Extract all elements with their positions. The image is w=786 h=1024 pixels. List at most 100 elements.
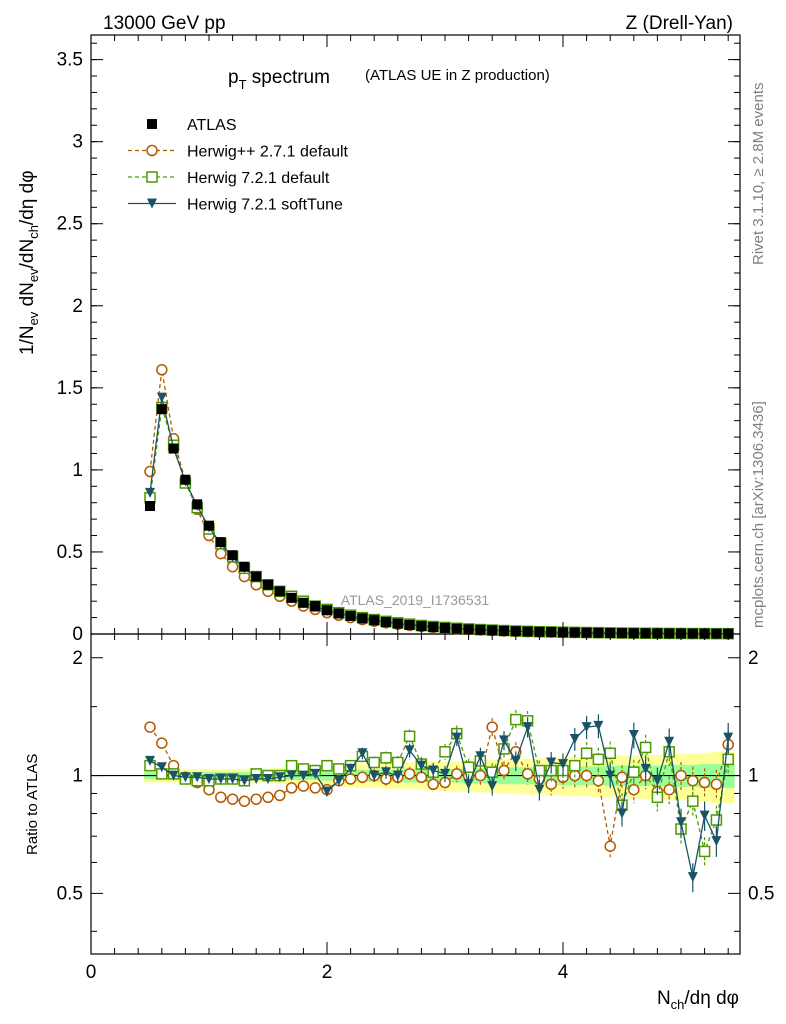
ratio-point bbox=[250, 793, 262, 805]
data-point bbox=[156, 404, 167, 415]
data-point bbox=[640, 628, 651, 639]
ratio-point bbox=[499, 735, 509, 746]
ratio-point bbox=[180, 772, 191, 783]
ratio-point bbox=[687, 795, 699, 807]
ratio-point bbox=[369, 770, 380, 781]
ratio-point bbox=[640, 763, 651, 774]
ratio-point bbox=[215, 773, 226, 784]
data-point bbox=[286, 592, 297, 603]
ratio-point bbox=[392, 770, 403, 781]
ratio-point bbox=[580, 769, 593, 782]
ylabel-part-3: ev bbox=[26, 268, 41, 282]
ratio-point bbox=[474, 769, 487, 782]
legend-label: Herwig 7.2.1 softTune bbox=[187, 197, 343, 214]
ratio-point bbox=[533, 764, 546, 777]
data-point bbox=[239, 561, 250, 572]
ratio-point bbox=[462, 761, 475, 774]
legend-label: ATLAS bbox=[187, 117, 237, 134]
ratio-point bbox=[558, 759, 568, 770]
legend: ATLAS Herwig++ 2.7.1 default Herwig 7.2.1 … bbox=[128, 117, 349, 214]
ratio-point bbox=[156, 737, 168, 749]
data-point bbox=[381, 617, 391, 628]
ratio-point bbox=[381, 767, 391, 778]
ratio-point bbox=[521, 768, 534, 780]
ratio-point bbox=[428, 765, 439, 776]
ratio-point bbox=[403, 768, 416, 780]
data-point bbox=[215, 547, 227, 560]
ratio-point bbox=[580, 747, 593, 760]
ratio-panel-frame bbox=[90, 633, 741, 955]
xlabel-part-0: N bbox=[657, 988, 671, 1009]
x-axis-label: Nch/dη dφ bbox=[657, 988, 739, 1012]
data-point bbox=[180, 474, 191, 485]
data-point bbox=[546, 627, 557, 638]
data-point bbox=[168, 443, 179, 454]
ratio-point bbox=[663, 783, 675, 796]
legend-marker bbox=[147, 119, 157, 129]
data-point bbox=[156, 364, 168, 376]
legend-marker bbox=[146, 171, 158, 183]
ratio-point bbox=[617, 808, 627, 819]
data-point bbox=[664, 628, 675, 639]
ratio-point bbox=[498, 764, 510, 777]
data-point bbox=[263, 579, 273, 590]
data-point bbox=[310, 601, 321, 612]
xlabel-part-1: ch bbox=[671, 997, 685, 1012]
ratio-point bbox=[510, 755, 521, 766]
ratio-point bbox=[522, 722, 533, 733]
ratio-point bbox=[451, 732, 462, 743]
ratio-point bbox=[356, 771, 369, 784]
ratio-point bbox=[274, 772, 285, 783]
xlabel-part-2: /dη dφ bbox=[684, 988, 739, 1009]
data-point bbox=[428, 622, 439, 633]
data-point bbox=[440, 622, 450, 633]
data-point bbox=[227, 550, 238, 561]
plot-title: pT spectrum bbox=[228, 67, 330, 92]
ratio-series-group bbox=[144, 710, 734, 893]
mcplots-reference-label: mcplots.cern.ch [arXiv:1306.3436] bbox=[750, 401, 767, 628]
analysis-id-label: ATLAS_2019_I1736531 bbox=[341, 592, 490, 608]
data-point bbox=[687, 628, 698, 639]
y-tick-label: 3.5 bbox=[57, 50, 83, 71]
y-tick-label: 0 bbox=[72, 624, 83, 645]
collision-energy-label: 13000 GeV pp bbox=[103, 13, 226, 34]
ratio-point bbox=[698, 845, 711, 858]
ratio-point bbox=[711, 836, 722, 847]
ratio-point bbox=[238, 795, 251, 807]
title-subscript: T bbox=[239, 77, 247, 92]
ratio-point bbox=[156, 762, 167, 773]
data-point bbox=[711, 628, 722, 639]
ratio-point bbox=[285, 759, 298, 772]
y-tick-label: 1 bbox=[72, 460, 83, 481]
ratio-tick-label-right: 1 bbox=[748, 766, 759, 787]
ratio-point bbox=[333, 763, 345, 775]
ratio-point bbox=[463, 779, 474, 790]
ylabel-part-0: 1/N bbox=[17, 325, 38, 355]
y-axis-label: 1/Nev dNev/dNch/dη dφ bbox=[17, 170, 41, 355]
ratio-point bbox=[687, 872, 698, 883]
ratio-point bbox=[263, 773, 273, 784]
y-tick-label: 1.5 bbox=[57, 378, 83, 399]
ratio-point bbox=[204, 773, 214, 784]
ratio-point bbox=[486, 721, 498, 733]
ratio-point bbox=[333, 775, 344, 786]
ratio-point bbox=[298, 770, 309, 781]
ratio-point bbox=[604, 747, 616, 760]
y-tick-label: 2 bbox=[72, 296, 83, 317]
ylabel-part-1: ev bbox=[26, 311, 41, 325]
ratio-point bbox=[545, 778, 557, 791]
ratio-point bbox=[321, 759, 333, 772]
ratio-point bbox=[392, 756, 404, 769]
ratio-point bbox=[604, 840, 616, 852]
ratio-point bbox=[687, 774, 699, 787]
ratio-point bbox=[274, 789, 286, 802]
ratio-point bbox=[475, 751, 486, 762]
title-p: p bbox=[228, 67, 239, 88]
ratio-y-axis-label: Ratio to ATLAS bbox=[24, 754, 41, 855]
ratio-point bbox=[451, 768, 463, 780]
data-point bbox=[298, 597, 309, 608]
data-point bbox=[345, 610, 356, 621]
ylabel-part-5: ch bbox=[26, 225, 41, 239]
ratio-point bbox=[262, 791, 274, 804]
ratio-point bbox=[723, 732, 734, 743]
